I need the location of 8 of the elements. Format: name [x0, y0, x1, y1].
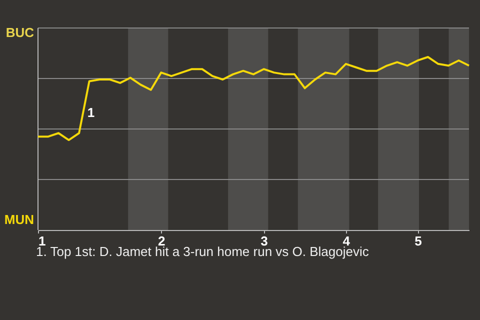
x-tick-label: 4 — [342, 234, 351, 248]
text: MUN — [4, 212, 34, 227]
text: BUC — [6, 25, 35, 40]
x-tick-label: 1 — [38, 234, 46, 248]
x-tick-label: 2 — [158, 234, 166, 248]
x-tick-label: 5 — [414, 234, 422, 248]
x-tick-label: 3 — [260, 234, 268, 248]
annotation: 1 — [87, 105, 95, 120]
